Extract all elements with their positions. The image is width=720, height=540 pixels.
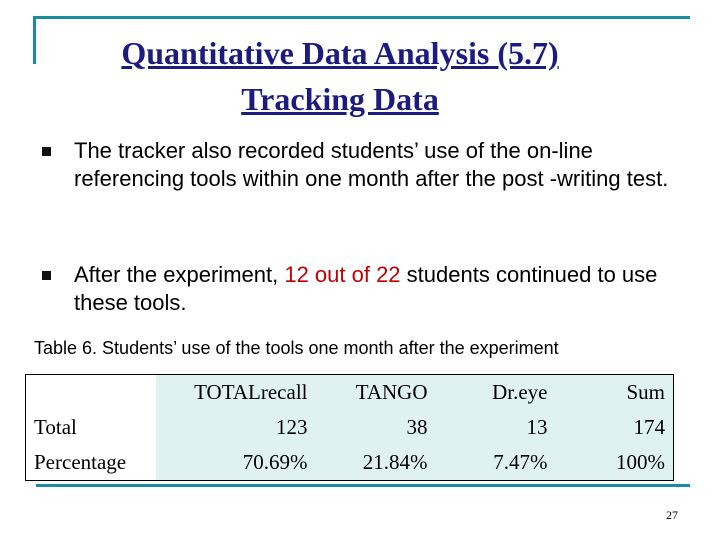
header-cell: TOTALrecall [155,374,316,410]
header-cell: TANGO [315,374,436,410]
bullet-text-after: students continued to use these tools. [74,262,658,315]
row-label: Total [25,410,156,445]
title-line-2: Tracking Data [241,81,439,117]
table-header-row: TOTALrecall TANGO Dr.eye Sum [25,374,674,410]
title-line-1: Quantitative Data Analysis (5.7) [121,35,559,71]
bullet-text: After the experiment, 12 out of 22 stude… [74,261,682,317]
page-number: 27 [666,508,678,522]
bullet-square-icon [42,271,51,280]
table-row: Total 123 38 13 174 [25,410,674,445]
bullet-text-before: After the experiment, [74,262,285,287]
table-cell: 7.47% [435,445,556,481]
bullet-text: The tracker also recorded students’ use … [74,138,669,191]
table-cell: 123 [155,410,316,445]
table-cell: 100% [555,445,674,481]
table-cell: 174 [555,410,674,445]
bottom-rule [36,484,690,487]
bullet-item-1: The tracker also recorded students’ use … [42,137,682,193]
table-caption: Table 6. Students’ use of the tools one … [34,338,559,358]
header-cell: Sum [555,374,674,410]
table-cell: 38 [315,410,436,445]
table-row: Percentage 70.69% 21.84% 7.47% 100% [25,445,674,481]
top-rule [33,16,690,19]
bullet-square-icon [42,147,51,156]
table-cell: 21.84% [315,445,436,481]
slide-title: Quantitative Data Analysis (5.7) Trackin… [40,30,640,122]
usage-table: TOTALrecall TANGO Dr.eye Sum Total 123 3… [25,374,674,481]
table-cell: 13 [435,410,556,445]
left-rule [33,16,36,64]
highlighted-count: 12 out of 22 [284,262,401,287]
header-cell: Dr.eye [435,374,556,410]
bullet-item-2: After the experiment, 12 out of 22 stude… [42,261,682,317]
row-label: Percentage [25,445,156,481]
header-blank-cell [25,374,156,410]
table-cell: 70.69% [155,445,316,481]
